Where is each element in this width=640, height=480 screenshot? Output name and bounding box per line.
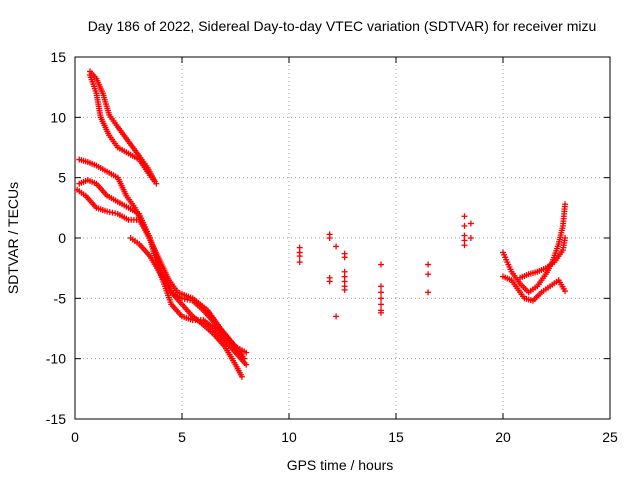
y-axis-label: SDTVAR / TECUs [5, 182, 21, 294]
plus-marker [378, 295, 385, 302]
plus-marker [333, 243, 340, 250]
plus-marker [562, 201, 569, 208]
plus-marker [341, 254, 348, 261]
plus-marker [562, 288, 569, 295]
plus-marker [243, 361, 250, 368]
plus-marker [296, 259, 303, 266]
plus-marker [238, 373, 245, 380]
plus-marker [461, 242, 468, 249]
plus-marker [461, 222, 468, 229]
plus-marker [461, 213, 468, 220]
axis-tick-labels: 0 5 10 15 20 25 -15 -10 -5 0 5 10 15 [46, 49, 618, 445]
x-tick-label: 25 [602, 429, 618, 445]
axis-ticks [74, 56, 611, 420]
x-tick-label: 10 [281, 429, 297, 445]
plus-marker [425, 289, 432, 296]
data-points [74, 68, 569, 380]
y-tick-label: -5 [54, 290, 67, 306]
x-tick-label: 15 [388, 429, 404, 445]
y-tick-label: 10 [50, 109, 66, 125]
plus-marker [341, 286, 348, 293]
plus-marker [378, 289, 385, 296]
chart-title: Day 186 of 2022, Sidereal Day-to-day VTE… [88, 18, 597, 34]
y-tick-label: 5 [58, 170, 66, 186]
plus-marker [296, 253, 303, 260]
plus-marker [333, 313, 340, 320]
plus-marker [153, 180, 160, 187]
x-tick-label: 20 [495, 429, 511, 445]
plus-marker [326, 278, 333, 285]
y-tick-label: 15 [50, 49, 66, 65]
plus-marker [467, 235, 474, 241]
y-tick-label: -10 [46, 351, 66, 367]
y-tick-label: -15 [46, 411, 66, 427]
plus-marker [243, 349, 250, 356]
y-tick-label: 0 [58, 230, 66, 246]
x-axis-label: GPS time / hours [287, 457, 394, 473]
x-tick-label: 0 [71, 429, 79, 445]
plus-marker [378, 261, 385, 268]
plus-marker [425, 271, 432, 278]
plus-marker [425, 261, 432, 268]
plus-marker [378, 301, 385, 308]
plus-marker [467, 220, 474, 227]
plus-marker [562, 235, 569, 241]
grid-lines [75, 57, 610, 419]
plus-marker [326, 235, 333, 241]
plus-marker [378, 309, 385, 316]
plus-marker [378, 283, 385, 290]
x-tick-label: 5 [178, 429, 186, 445]
